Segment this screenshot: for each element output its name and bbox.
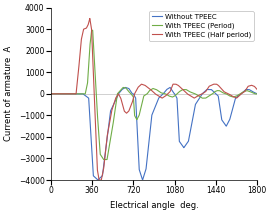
- Without TPEEC: [128, 89, 131, 91]
- With TPEEC (Half period): [256, 88, 259, 91]
- Line: With TPEEC (Half period): With TPEEC (Half period): [51, 18, 257, 180]
- With TPEEC (Period): [183, 88, 187, 91]
- With TPEEC (Period): [219, 90, 222, 93]
- With TPEEC (Period): [49, 93, 53, 95]
- Without TPEEC: [124, 86, 127, 89]
- Without TPEEC: [256, 93, 259, 95]
- With TPEEC (Half period): [219, 87, 222, 89]
- Y-axis label: Current of armature  A: Current of armature A: [4, 46, 13, 141]
- With TPEEC (Period): [102, 158, 105, 161]
- Without TPEEC: [203, 90, 207, 93]
- Legend: Without TPEEC, With TPEEC (Period), With TPEEC (Half period): Without TPEEC, With TPEEC (Period), With…: [149, 11, 254, 41]
- Without TPEEC: [219, 111, 222, 114]
- With TPEEC (Period): [128, 91, 131, 94]
- With TPEEC (Period): [256, 93, 259, 95]
- With TPEEC (Half period): [87, 23, 90, 25]
- With TPEEC (Period): [173, 95, 176, 97]
- With TPEEC (Half period): [49, 93, 53, 95]
- With TPEEC (Half period): [183, 91, 187, 93]
- Line: Without TPEEC: Without TPEEC: [51, 87, 257, 180]
- With TPEEC (Period): [90, 29, 93, 32]
- Without TPEEC: [96, 179, 99, 181]
- Without TPEEC: [49, 93, 53, 95]
- With TPEEC (Period): [87, 69, 90, 72]
- With TPEEC (Half period): [203, 91, 207, 94]
- Line: With TPEEC (Period): With TPEEC (Period): [51, 30, 257, 160]
- With TPEEC (Half period): [97, 179, 101, 181]
- With TPEEC (Half period): [88, 17, 91, 20]
- X-axis label: Electrical angle  deg.: Electrical angle deg.: [110, 201, 198, 210]
- Without TPEEC: [173, 93, 176, 95]
- With TPEEC (Period): [203, 97, 207, 100]
- With TPEEC (Half period): [173, 83, 176, 85]
- Without TPEEC: [87, 97, 90, 99]
- Without TPEEC: [183, 145, 187, 147]
- With TPEEC (Half period): [128, 107, 131, 110]
